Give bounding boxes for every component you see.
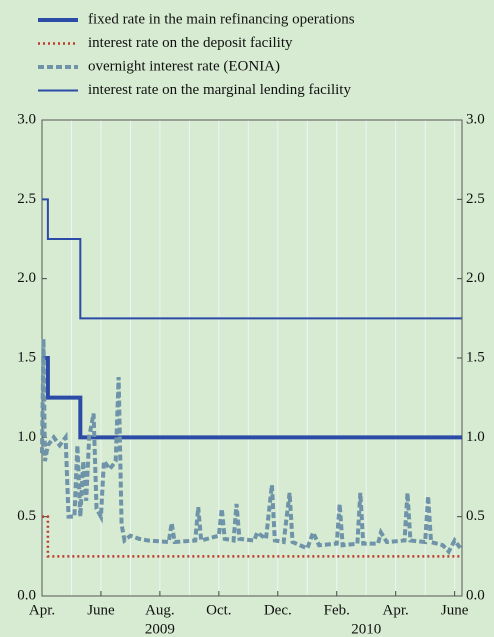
y-tick-label: 2.0 [17,270,36,286]
y-tick-label: 1.5 [17,349,36,365]
series-line [42,198,462,320]
year-label: 2009 [145,621,175,637]
y-tick-label: 0.5 [17,508,36,524]
x-tick-label: Apr. [383,602,409,618]
x-tick-label: Aug. [145,602,175,618]
x-tick-label: June [441,602,469,618]
legend-label: interest rate on the marginal lending fa… [88,82,351,98]
y2-tick-label: 0.0 [466,587,485,603]
y2-tick-label: 0.5 [466,508,485,524]
legend-label: interest rate on the deposit facility [88,35,293,51]
y2-tick-label: 2.5 [466,191,485,207]
legend-label: overnight interest rate (EONIA) [88,58,280,74]
x-tick-label: Apr. [29,602,55,618]
y2-tick-label: 1.5 [466,349,485,365]
series-line [42,356,462,440]
y-tick-label: 0.0 [17,587,36,603]
y2-tick-label: 1.0 [466,429,485,445]
y-tick-label: 3.0 [17,111,36,127]
x-tick-label: Oct. [206,602,231,618]
y2-tick-label: 3.0 [466,111,485,127]
legend-label: fixed rate in the main refinancing opera… [88,11,355,27]
x-tick-label: Feb. [324,602,350,618]
series-line [40,338,463,555]
year-label: 2010 [351,621,381,637]
series-line [42,515,462,558]
y2-tick-label: 2.0 [466,270,485,286]
y-tick-label: 1.0 [17,429,36,445]
y-tick-label: 2.5 [17,191,36,207]
x-tick-label: Dec. [264,602,292,618]
x-tick-label: June [87,602,115,618]
